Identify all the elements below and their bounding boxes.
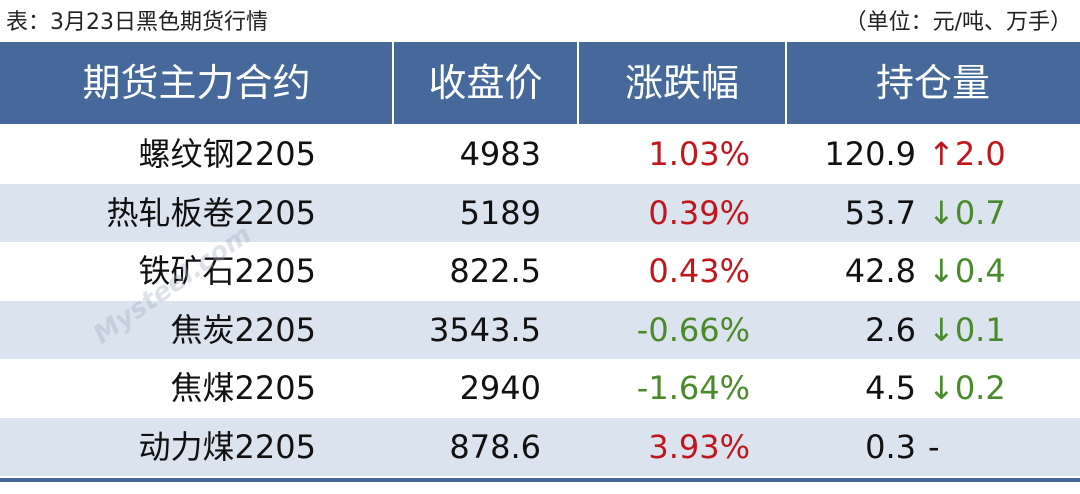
- contract-name: 热轧板卷2205: [106, 193, 316, 232]
- contract-name: 螺纹钢2205: [138, 135, 316, 173]
- open-interest: 4.5: [865, 369, 916, 407]
- change-pct: 0.43%: [648, 252, 750, 290]
- oi-change: ↓0.7: [928, 193, 1006, 232]
- contract-name: 铁矿石2205: [138, 252, 316, 290]
- table-row: [0, 242, 1080, 300]
- close-price: 878.6: [449, 427, 541, 466]
- contract-name: 动力煤2205: [138, 427, 316, 466]
- table-row: [0, 125, 1080, 183]
- open-interest: 42.8: [844, 252, 916, 290]
- table-row: [0, 359, 1080, 417]
- close-price: 3543.5: [429, 310, 541, 349]
- change-pct: 3.93%: [648, 427, 750, 466]
- open-interest: 53.7: [844, 193, 916, 232]
- header-cell: 持仓量: [875, 61, 990, 105]
- table-row: [0, 417, 1080, 476]
- oi-change: -: [928, 427, 940, 466]
- oi-change: ↓0.1: [928, 310, 1006, 349]
- open-interest: 2.6: [865, 310, 916, 349]
- header-bar: [0, 42, 1080, 124]
- close-price: 2940: [459, 369, 541, 407]
- contract-name: 焦炭2205: [170, 310, 316, 349]
- header-divider: [785, 42, 787, 124]
- oi-change: ↓0.4: [928, 252, 1006, 290]
- close-price: 822.5: [449, 252, 541, 290]
- bottom-rule: [0, 478, 1080, 482]
- header-cell: 期货主力合约: [82, 61, 311, 105]
- change-pct: 1.03%: [648, 135, 750, 173]
- close-price: 5189: [459, 193, 541, 232]
- header-divider: [392, 42, 394, 124]
- table-row: [0, 300, 1080, 359]
- oi-change: ↓0.2: [928, 369, 1006, 407]
- contract-name: 焦煤2205: [170, 369, 316, 407]
- header-divider: [577, 42, 579, 124]
- open-interest: 120.9: [824, 135, 916, 173]
- caption-unit: （单位：元/吨、万手）: [844, 10, 1072, 35]
- table-row: [0, 183, 1080, 242]
- oi-change: ↑2.0: [928, 135, 1006, 173]
- header-cell: 涨跌幅: [624, 61, 739, 105]
- caption-title: 表：3月23日黑色期货行情: [6, 10, 268, 35]
- open-interest: 0.3: [865, 427, 916, 466]
- change-pct: -1.64%: [636, 369, 750, 407]
- close-price: 4983: [459, 135, 541, 173]
- header-cell: 收盘价: [428, 61, 543, 105]
- change-pct: 0.39%: [648, 193, 750, 232]
- change-pct: -0.66%: [636, 310, 750, 349]
